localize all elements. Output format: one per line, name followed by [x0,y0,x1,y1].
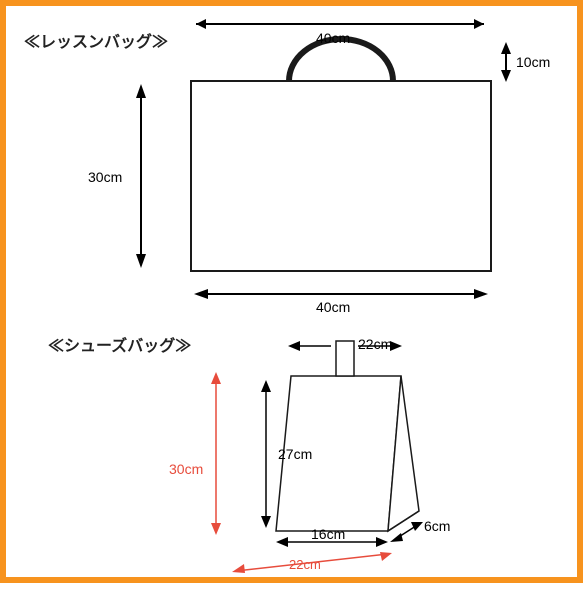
shoes-diag-l [232,564,245,573]
shoes-inner-height-label: 27cm [278,446,312,462]
shoes-bag-svg [6,6,583,589]
shoes-bottom-width-label: 16cm [311,526,345,542]
shoes-ih-top [261,380,271,392]
shoes-red-top [211,372,221,384]
shoes-red-bottom [211,523,221,535]
shoes-top-label: 22cm [358,336,392,352]
shoes-diag-r [380,552,392,561]
shoes-depth-label: 6cm [424,518,450,534]
shoes-diag-label: 22cm [289,557,321,572]
shoes-red-height-label: 30cm [169,461,203,477]
shoes-depth-l [390,533,403,542]
shoes-bw-l [276,537,288,547]
shoes-top-arrowhead-l [288,341,300,351]
shoes-bw-r [376,537,388,547]
shoes-ih-bottom [261,516,271,528]
shoes-handle [336,341,354,376]
shoes-depth-r [411,522,423,531]
diagram-container: ≪レッスンバッグ≫ 40cm 30cm 10cm 40cm ≪シューズバッグ≫ [0,0,583,583]
